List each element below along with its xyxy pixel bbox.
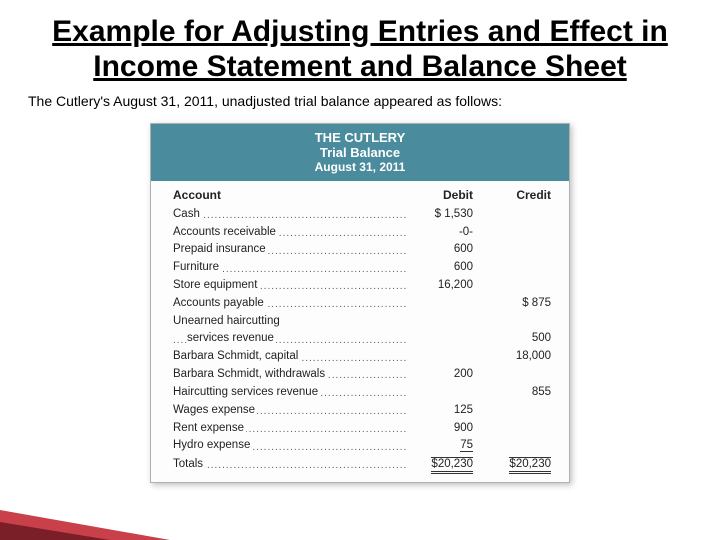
- credit-cell: $ 875: [481, 295, 551, 313]
- debit-cell: 125: [406, 402, 481, 420]
- account-cell: Unearned haircutting: [173, 313, 406, 331]
- totals-credit: $20,230: [481, 456, 551, 474]
- table-row: Wages expense125: [173, 402, 551, 420]
- totals-label-cell: Totals: [173, 456, 406, 474]
- account-cell: Barbara Schmidt, withdrawals: [173, 366, 406, 384]
- account-cell: Hydro expense: [173, 437, 406, 455]
- table-row: Prepaid insurance600: [173, 241, 551, 259]
- debit-cell: 16,200: [406, 277, 481, 295]
- credit-cell: 855: [481, 384, 551, 402]
- account-cell: Cash: [173, 206, 406, 224]
- account-cell: Prepaid insurance: [173, 241, 406, 259]
- totals-debit: $20,230: [406, 456, 481, 474]
- slide-title: Example for Adjusting Entries and Effect…: [0, 0, 720, 87]
- col-debit: Debit: [406, 188, 481, 202]
- debit-cell: 200: [406, 366, 481, 384]
- trial-balance-header: THE CUTLERY Trial Balance August 31, 201…: [151, 124, 569, 181]
- col-account: Account: [173, 188, 406, 202]
- trial-balance-card: THE CUTLERY Trial Balance August 31, 201…: [150, 123, 570, 483]
- company-name: THE CUTLERY: [151, 130, 569, 145]
- table-row: Hydro expense75: [173, 437, 551, 455]
- account-cell: Wages expense: [173, 402, 406, 420]
- column-header-row: Account Debit Credit: [173, 185, 551, 206]
- col-credit: Credit: [481, 188, 551, 202]
- account-cell: Furniture: [173, 259, 406, 277]
- credit-cell: 500: [481, 330, 551, 348]
- account-cell: Haircutting services revenue: [173, 384, 406, 402]
- account-cell: Rent expense: [173, 420, 406, 438]
- account-cell: Accounts payable: [173, 295, 406, 313]
- debit-cell: $ 1,530: [406, 206, 481, 224]
- credit-cell: 18,000: [481, 348, 551, 366]
- intro-text: The Cutlery's August 31, 2011, unadjuste…: [0, 87, 720, 119]
- debit-cell: 900: [406, 420, 481, 438]
- debit-cell: -0-: [406, 224, 481, 242]
- debit-cell: 75: [406, 437, 481, 455]
- table-row: Furniture600: [173, 259, 551, 277]
- table-row: Barbara Schmidt, withdrawals200: [173, 366, 551, 384]
- table-row: Unearned haircutting: [173, 313, 551, 331]
- corner-accent-dark: [0, 522, 110, 540]
- table-row: Store equipment16,200: [173, 277, 551, 295]
- table-row: Rent expense900: [173, 420, 551, 438]
- table-row: Accounts payable $ 875: [173, 295, 551, 313]
- account-cell: services revenue: [173, 330, 406, 348]
- report-date: August 31, 2011: [151, 160, 569, 174]
- table-row: Barbara Schmidt, capital 18,000: [173, 348, 551, 366]
- account-cell: Store equipment: [173, 277, 406, 295]
- report-name: Trial Balance: [151, 145, 569, 160]
- account-cell: Accounts receivable: [173, 224, 406, 242]
- debit-cell: 600: [406, 259, 481, 277]
- table-row: Cash$ 1,530: [173, 206, 551, 224]
- table-row: Haircutting services revenue 855: [173, 384, 551, 402]
- totals-row: Totals $20,230 $20,230: [173, 456, 551, 474]
- account-cell: Barbara Schmidt, capital: [173, 348, 406, 366]
- table-row: Accounts receivable-0-: [173, 224, 551, 242]
- table-row: services revenue 500: [173, 330, 551, 348]
- debit-cell: 600: [406, 241, 481, 259]
- trial-balance-body: Account Debit Credit Cash$ 1,530Accounts…: [151, 181, 569, 482]
